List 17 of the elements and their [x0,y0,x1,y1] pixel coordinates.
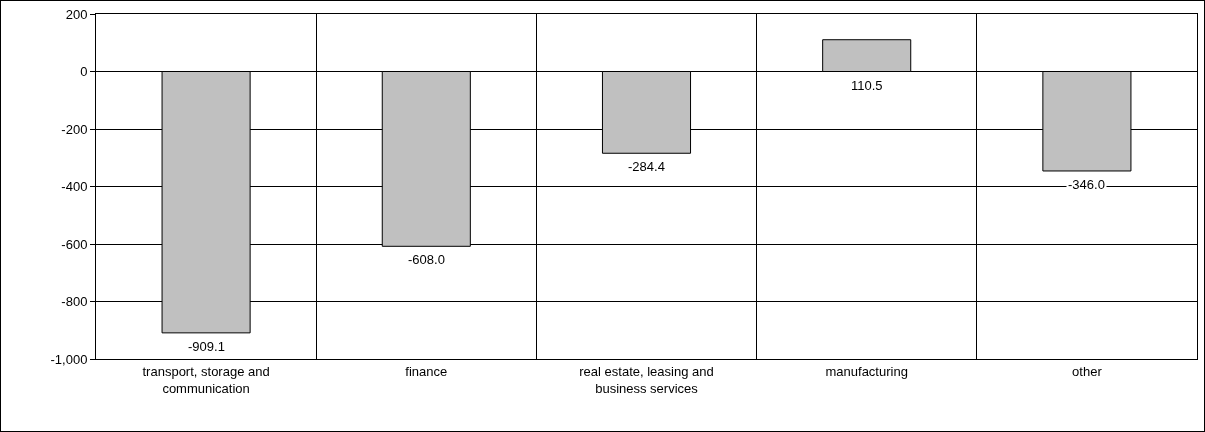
data-label: -284.4 [628,159,665,174]
y-tick-label: 0 [80,64,88,80]
data-label: -346.0 [1068,177,1105,192]
y-tick-label: 200 [65,6,88,22]
x-tick-label: other [1072,363,1103,379]
data-label: -909.1 [188,339,225,354]
y-tick-label: -600 [61,236,88,252]
x-tick-label: transport, storage and communication [142,363,270,396]
y-tick-label: -400 [61,179,88,195]
y-tick-label: -1,000 [50,351,88,367]
data-label: 110.5 [851,78,883,93]
y-tick-label: -200 [61,121,88,137]
x-tick-label: manufacturing [825,363,908,379]
x-tick-label: real estate, leasing and business services [579,363,714,396]
x-tick-label: finance [405,363,448,379]
y-tick-label: -800 [61,294,88,310]
data-label: -608.0 [408,252,445,267]
